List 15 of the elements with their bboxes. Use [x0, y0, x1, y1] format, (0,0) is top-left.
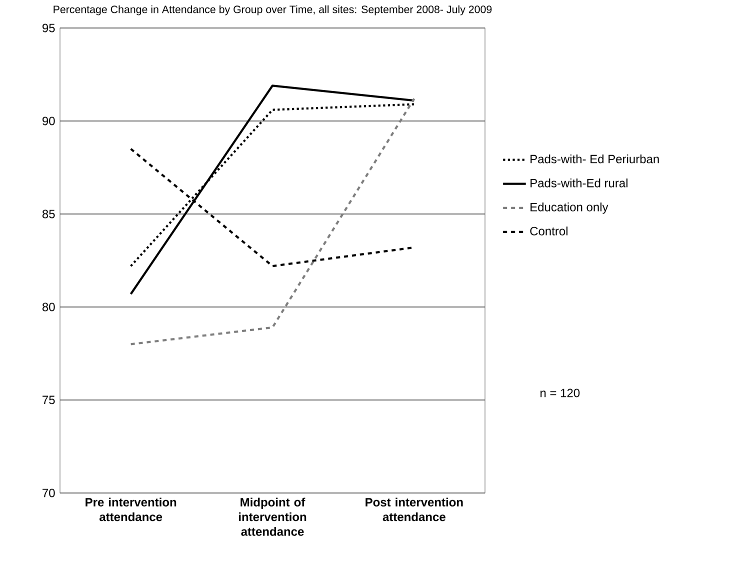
x-tick-label: Post intervention attendance	[366, 498, 463, 522]
legend-label: Control	[530, 226, 568, 236]
x-tick-label: Midpoint of intervention attendance	[239, 498, 306, 536]
text: n = 120	[540, 388, 580, 398]
legend-label: Education only	[530, 202, 608, 214]
y-tick-label: 70	[42, 488, 55, 498]
chart-title: Percentage Change in Attendance by Group over Time, all sites: September 2008- July 2009	[54, 5, 492, 16]
y-tick-label: 75	[42, 396, 55, 404]
y-tick-label: 85	[42, 210, 55, 218]
y-tick-label: 90	[42, 116, 55, 126]
legend-label: Pads-with- Ed Periurban	[530, 154, 659, 164]
y-tick-label: 80	[42, 302, 55, 312]
y-tick-label: 95	[42, 24, 55, 32]
x-tick-label: Pre intervention attendance	[86, 498, 176, 522]
legend-label: Pads-with-Ed rural	[530, 178, 628, 188]
